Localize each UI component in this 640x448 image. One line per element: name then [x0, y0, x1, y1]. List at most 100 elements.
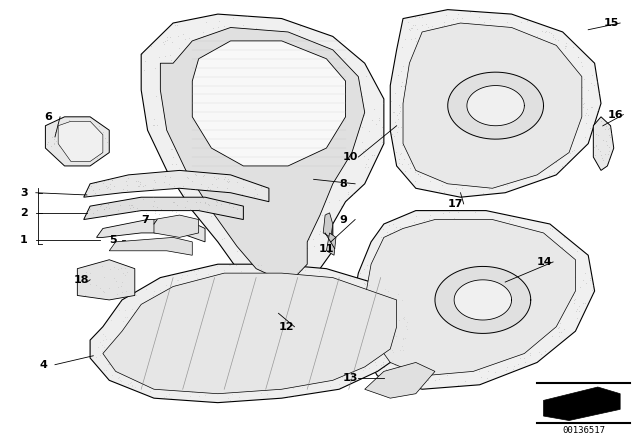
Point [319, 43, 329, 50]
Point [467, 73, 477, 81]
Point [299, 218, 309, 225]
Point [361, 175, 371, 182]
Point [376, 295, 387, 302]
Point [262, 65, 273, 72]
Point [410, 328, 420, 335]
Point [314, 267, 324, 275]
Point [91, 281, 101, 289]
Point [292, 306, 303, 314]
Point [422, 360, 433, 367]
Point [455, 96, 465, 103]
Point [362, 304, 372, 311]
Point [271, 65, 281, 72]
Point [232, 98, 243, 105]
Point [426, 135, 436, 142]
Point [246, 228, 257, 235]
Point [312, 157, 322, 164]
Point [131, 208, 141, 215]
Point [413, 293, 423, 300]
Point [549, 96, 559, 103]
Point [399, 313, 409, 320]
Point [340, 314, 351, 321]
Point [335, 320, 345, 327]
Point [525, 349, 536, 357]
Point [548, 243, 558, 250]
Point [410, 177, 420, 184]
Point [420, 273, 430, 280]
Point [392, 129, 402, 136]
Point [464, 114, 474, 121]
Point [320, 276, 330, 284]
Point [364, 364, 374, 371]
Point [89, 127, 99, 134]
Point [237, 176, 248, 183]
Point [574, 307, 584, 314]
Point [448, 328, 458, 336]
Point [357, 329, 367, 336]
Point [434, 94, 444, 101]
Point [355, 308, 365, 315]
Point [494, 242, 504, 250]
Point [473, 134, 483, 141]
Point [212, 318, 222, 325]
Point [237, 184, 248, 191]
Point [252, 76, 262, 83]
Point [211, 120, 221, 127]
Point [150, 65, 160, 72]
Point [193, 194, 204, 202]
Point [329, 293, 339, 301]
Point [134, 305, 145, 312]
Point [529, 289, 540, 296]
Point [230, 108, 241, 116]
Point [363, 349, 373, 357]
Point [497, 219, 508, 226]
Point [542, 290, 552, 297]
Point [266, 164, 276, 172]
Point [282, 375, 292, 383]
Point [99, 206, 109, 213]
Point [217, 165, 227, 172]
Point [534, 233, 545, 240]
Point [479, 151, 489, 158]
Point [333, 300, 344, 307]
Point [356, 352, 367, 359]
Point [317, 301, 327, 308]
Point [371, 333, 381, 340]
Point [310, 82, 320, 89]
Point [413, 228, 423, 235]
Point [461, 98, 472, 105]
Point [262, 269, 272, 276]
Point [264, 385, 275, 392]
Point [483, 257, 493, 264]
Point [554, 296, 564, 303]
Point [549, 168, 559, 176]
Point [330, 121, 340, 129]
Point [437, 181, 447, 189]
Point [187, 178, 197, 185]
Point [69, 149, 79, 156]
Point [331, 324, 341, 332]
Point [591, 130, 602, 138]
Point [99, 332, 109, 340]
Point [100, 335, 111, 342]
Point [196, 387, 206, 394]
Point [548, 242, 559, 249]
Polygon shape [45, 117, 109, 166]
Point [417, 114, 428, 121]
Point [516, 53, 527, 60]
Point [495, 287, 505, 294]
Point [324, 47, 334, 54]
Point [523, 138, 533, 145]
Point [518, 120, 529, 127]
Point [356, 139, 367, 146]
Point [296, 201, 307, 208]
Point [436, 87, 446, 94]
Point [220, 266, 230, 273]
Polygon shape [109, 237, 192, 255]
Point [413, 227, 424, 234]
Point [565, 138, 575, 145]
Point [294, 197, 305, 204]
Point [273, 127, 284, 134]
Point [394, 156, 404, 163]
Point [154, 321, 164, 328]
